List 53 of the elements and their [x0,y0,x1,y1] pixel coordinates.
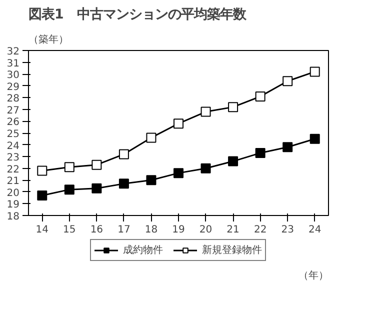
y-tick-label: 21 [6,176,20,188]
point [228,102,238,112]
point [282,142,293,152]
x-tick-label: 20 [199,224,212,236]
x-tick-label: 19 [172,224,185,236]
chart-title: 図表1 中古マンションの平均築年数 [28,8,247,22]
x-tick-label: 23 [281,224,294,236]
y-tick-label: 28 [6,94,20,105]
y-tick-label: 31 [6,58,20,70]
point [282,76,293,86]
point [174,168,184,178]
y-tick-label: 23 [6,152,20,164]
legend-label: 新規登録物件 [202,244,262,257]
point [200,106,211,117]
y-tick-label: 18 [6,212,20,222]
x-axis-title: （年） [298,270,328,282]
y-tick-label: 30 [6,70,20,82]
y-tick-label: 20 [6,188,20,199]
y-tick-label: 32 [6,46,20,58]
x-tick-label: 16 [90,224,104,236]
point [118,178,129,189]
point [92,183,102,194]
x-tick-label: 24 [308,224,322,236]
x-tick-label: 18 [144,224,158,236]
x-tick-label: 15 [63,224,76,236]
point [228,156,238,166]
y-tick-label: 22 [6,164,20,176]
x-tick-label: 14 [36,224,49,236]
y-tick-label: 27 [6,105,20,116]
point [310,134,320,144]
y-tick-label: 26 [6,117,20,128]
x-tick-label: 17 [118,224,130,236]
point [255,91,266,102]
point [37,166,48,176]
legend-label: 成約物件 [123,244,163,257]
x-tick-label: 21 [226,224,240,236]
point [146,132,156,143]
point [64,162,74,172]
y-axis-title: （築年） [28,34,68,46]
point [310,66,320,77]
y-tick-label: 19 [6,200,20,211]
y-tick-label: 29 [6,82,20,93]
x-tick-label: 22 [254,224,267,236]
y-tick-label: 24 [6,140,20,152]
point [200,163,211,174]
point [37,190,48,200]
y-tick-label: 25 [6,129,20,140]
point [64,184,74,195]
point [174,118,184,129]
point [92,160,102,170]
point [255,148,266,158]
point [146,175,156,186]
point [118,149,129,160]
